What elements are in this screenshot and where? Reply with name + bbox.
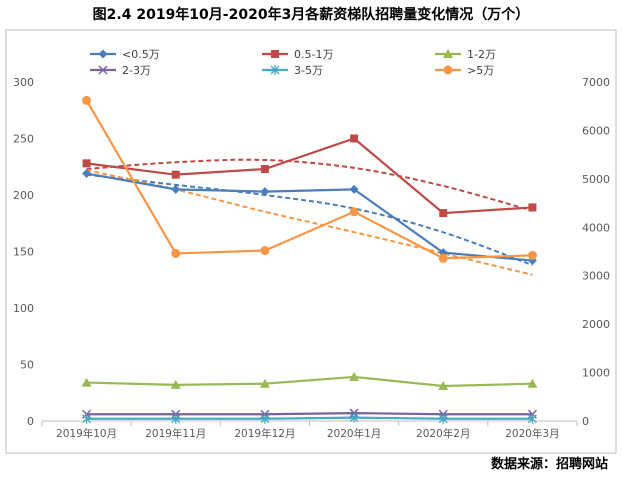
data-point-square [439, 209, 448, 218]
data-point-triangle [527, 378, 538, 388]
data-point-star [82, 413, 92, 424]
data-point-star [171, 413, 181, 424]
legend-label: 2-3万 [122, 64, 151, 77]
data-point-square [528, 203, 537, 212]
data-point-triangle [438, 380, 449, 390]
x-tick-label: 2020年3月 [505, 427, 559, 440]
y-right-tick-label: 0 [582, 415, 589, 428]
data-point-square [82, 159, 91, 168]
data-point-triangle [259, 378, 270, 388]
legend-label: 1-2万 [467, 48, 496, 61]
data-point-star [527, 413, 537, 424]
data-point-triangle [349, 371, 360, 381]
y-left-tick-label: 0 [27, 415, 34, 428]
y-left-tick-label: 200 [13, 189, 34, 202]
y-right-tick-label: 3000 [582, 270, 610, 283]
y-right-tick-label: 2000 [582, 318, 610, 331]
y-right-tick-label: 4000 [582, 221, 610, 234]
y-left-tick-label: 50 [20, 359, 34, 372]
y-left-tick-label: 250 [13, 133, 34, 146]
x-tick-label: 2020年1月 [327, 427, 381, 440]
series-line-star [86, 416, 533, 420]
trendline-square [86, 158, 533, 212]
series-line-x [86, 411, 533, 416]
y-left-tick-label: 100 [13, 302, 34, 315]
chart-title: 图2.4 2019年10月-2020年3月各薪资梯队招聘量变化情况（万个） [92, 7, 530, 23]
y-right-tick-label: 5000 [582, 173, 610, 186]
data-point-diamond [82, 169, 92, 179]
trendline-diamond [86, 173, 533, 266]
series-line-square [86, 137, 533, 215]
x-tick-label: 2019年12月 [234, 427, 295, 440]
data-point-diamond [260, 187, 270, 197]
data-point-circle [443, 65, 453, 75]
legend-label: 0.5-1万 [294, 48, 333, 61]
data-point-square [260, 165, 269, 174]
y-left-tick-label: 300 [13, 76, 34, 89]
y-right-tick-label: 1000 [582, 367, 610, 380]
y-left-tick-label: 150 [13, 246, 34, 259]
data-point-circle [527, 250, 537, 260]
data-source: 数据来源：招聘网站 [490, 457, 608, 472]
series-line-circle [85, 99, 533, 260]
series-line-triangle [86, 375, 533, 388]
data-point-star [349, 412, 359, 423]
legend-label: 3-5万 [294, 64, 323, 77]
data-point-triangle [170, 379, 181, 389]
data-point-circle [438, 253, 448, 263]
series-line-diamond [86, 172, 533, 262]
data-point-diamond [349, 184, 359, 194]
data-point-square [271, 50, 279, 58]
data-point-star [270, 65, 280, 75]
x-tick-label: 2019年10月 [56, 427, 117, 440]
data-point-square [350, 134, 359, 143]
data-point-circle [171, 248, 181, 258]
y-right-tick-label: 7000 [582, 76, 610, 89]
x-tick-label: 2019年11月 [145, 427, 206, 440]
data-point-triangle [443, 49, 453, 58]
data-point-diamond [98, 49, 108, 59]
legend-label: <0.5万 [122, 48, 160, 61]
data-point-circle [82, 95, 92, 105]
data-point-star [438, 413, 448, 424]
data-point-diamond [171, 184, 181, 194]
data-point-circle [349, 207, 359, 217]
chart-frame [5, 29, 617, 454]
data-point-circle [260, 246, 270, 256]
legend-label: >5万 [467, 64, 494, 77]
data-point-star [260, 413, 270, 424]
data-point-square [171, 170, 180, 179]
x-tick-label: 2020年2月 [416, 427, 470, 440]
y-right-tick-label: 6000 [582, 124, 610, 137]
data-point-x [98, 65, 108, 75]
data-point-triangle [81, 377, 92, 387]
